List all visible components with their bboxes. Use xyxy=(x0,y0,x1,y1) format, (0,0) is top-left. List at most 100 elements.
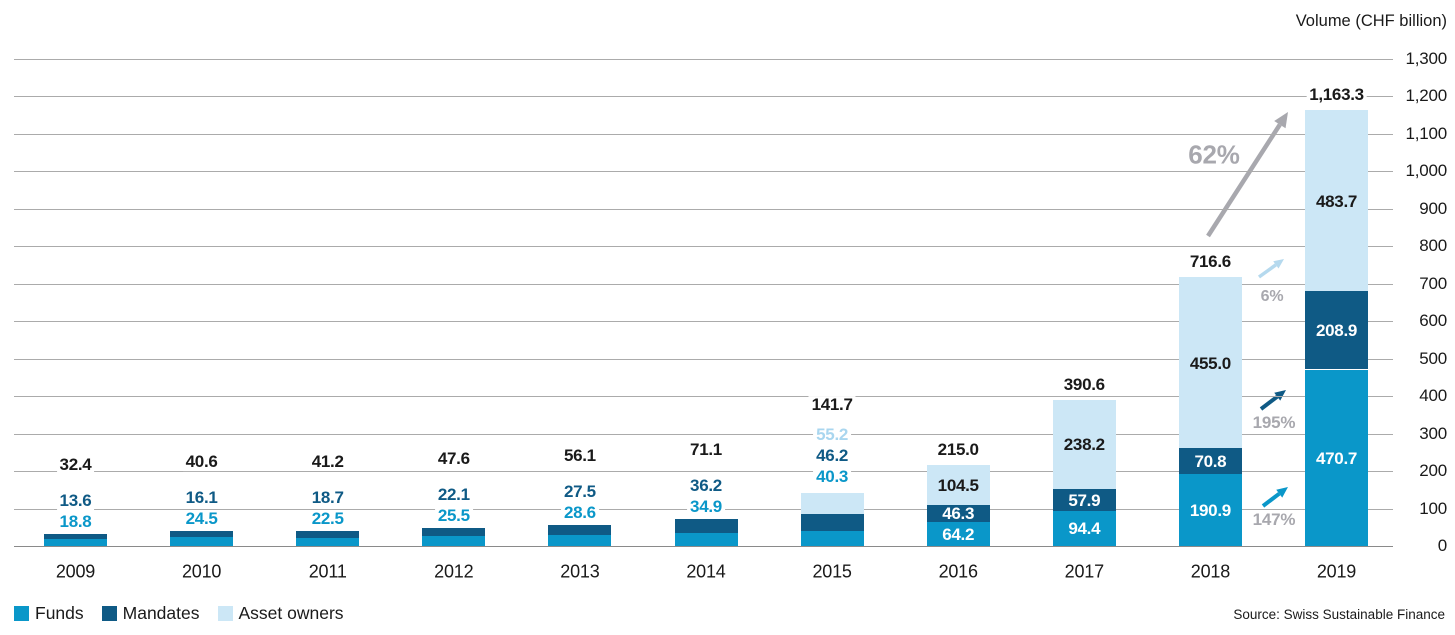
bar-segment-asset_owners-2015 xyxy=(800,492,864,514)
x-axis-label-2017: 2017 xyxy=(1064,561,1104,582)
gridline xyxy=(14,433,1393,435)
x-axis-label-2015: 2015 xyxy=(812,561,852,582)
growth-percent-label-6%: 6% xyxy=(1260,288,1284,305)
legend-item-mandates: Mandates xyxy=(101,603,200,624)
value-label-asset_owners-2019: 483.7 xyxy=(1315,191,1358,211)
growth-percent-label-147%: 147% xyxy=(1252,510,1296,529)
value-label-funds-2009: 18.8 xyxy=(56,513,95,531)
y-axis-tick-label: 300 xyxy=(1419,423,1447,443)
y-axis-tick-label: 200 xyxy=(1419,461,1447,480)
x-axis-label-2009: 2009 xyxy=(55,561,96,582)
gridline xyxy=(14,321,1393,322)
value-label-funds-2010: 24.5 xyxy=(182,510,221,528)
value-label-mandates-2016: 46.3 xyxy=(942,504,975,524)
total-label-2016: 215.0 xyxy=(934,441,982,460)
value-label-mandates-2018: 70.8 xyxy=(1194,452,1227,472)
bar-segment-mandates-2019 xyxy=(1305,291,1368,370)
gridline xyxy=(14,283,1393,285)
total-label-2013: 56.1 xyxy=(560,447,599,465)
bar-segment-funds-2013 xyxy=(548,535,612,546)
total-label-2019: 1,163.3 xyxy=(1306,86,1367,104)
growth-percent-label-195%: 195% xyxy=(1252,413,1296,432)
y-axis-tick-label: 1,200 xyxy=(1405,86,1447,105)
total-label-2017: 390.6 xyxy=(1060,375,1108,394)
y-axis-tick-label: 500 xyxy=(1419,348,1447,368)
x-axis-label-2016: 2016 xyxy=(938,561,978,582)
value-label-mandates-2012: 22.1 xyxy=(434,486,473,505)
x-axis-label-2011: 2011 xyxy=(308,561,347,582)
bar-segment-funds-2011 xyxy=(296,537,360,546)
legend-swatch-mandates xyxy=(101,606,117,621)
bar-segment-funds-2009 xyxy=(44,539,107,547)
x-axis-label-2018: 2018 xyxy=(1190,561,1231,582)
source-note: Source: Swiss Sustainable Finance xyxy=(1233,607,1445,622)
total-label-2010: 40.6 xyxy=(182,453,221,471)
growth-arrowhead xyxy=(1276,487,1288,498)
value-label-mandates-2009: 13.6 xyxy=(56,492,95,510)
total-label-2015: 141.7 xyxy=(808,396,856,414)
y-axis-tick-label: 0 xyxy=(1437,536,1447,555)
value-label-funds-2014: 34.9 xyxy=(687,498,725,517)
bar-segment-funds-2018 xyxy=(1178,474,1242,546)
growth-arrowhead xyxy=(1273,259,1284,269)
bar-segment-asset_owners-2018 xyxy=(1178,277,1242,448)
bar-segment-mandates-2013 xyxy=(548,525,612,536)
growth-arrow-6% xyxy=(1257,263,1277,279)
total-label-2012: 47.6 xyxy=(434,450,473,469)
y-axis-tick-label: 1,300 xyxy=(1405,48,1447,68)
value-label-asset_owners-2018: 455.0 xyxy=(1189,353,1231,373)
gridline xyxy=(14,246,1393,247)
bar-segment-funds-2019 xyxy=(1305,369,1368,546)
total-label-2009: 32.4 xyxy=(56,456,95,474)
x-axis-label-2013: 2013 xyxy=(560,561,600,582)
growth-percent-label-62%: 62% xyxy=(1188,139,1240,170)
x-axis-label-2014: 2014 xyxy=(686,561,726,582)
bar-segment-funds-2015 xyxy=(800,530,864,546)
value-label-mandates-2013: 27.5 xyxy=(560,483,599,501)
bar-segment-mandates-2014 xyxy=(674,519,738,533)
value-label-funds-2019: 470.7 xyxy=(1315,448,1358,468)
value-label-mandates-2019: 208.9 xyxy=(1315,321,1358,341)
legend-label: Mandates xyxy=(122,603,200,623)
bar-segment-mandates-2012 xyxy=(422,528,486,537)
bar-segment-asset_owners-2019 xyxy=(1305,109,1368,292)
value-label-mandates-2010: 16.1 xyxy=(182,489,221,507)
bar-segment-funds-2017 xyxy=(1052,510,1116,546)
bar-segment-mandates-2009 xyxy=(44,533,107,539)
value-label-asset_owners-2015: 55.2 xyxy=(813,426,852,444)
legend: Funds Mandates Asset owners xyxy=(14,603,362,624)
x-axis-label-2019: 2019 xyxy=(1316,561,1357,582)
bar-segment-asset_owners-2017 xyxy=(1052,399,1116,489)
bar-segment-mandates-2011 xyxy=(296,530,360,538)
value-label-mandates-2011: 18.7 xyxy=(308,488,347,507)
bar-segment-mandates-2015 xyxy=(800,513,864,531)
gridline xyxy=(14,471,1393,472)
growth-arrow-195% xyxy=(1259,395,1279,411)
y-axis-tick-label: 1,000 xyxy=(1405,161,1447,180)
legend-item-asset_owners: Asset owners xyxy=(217,603,344,624)
value-label-funds-2015: 40.3 xyxy=(813,468,852,486)
y-axis-tick-label: 400 xyxy=(1419,386,1447,405)
bar-segment-mandates-2017 xyxy=(1052,488,1116,511)
y-axis-tick-label: 700 xyxy=(1419,273,1447,293)
bar-segment-mandates-2016 xyxy=(926,504,990,522)
growth-arrow-147% xyxy=(1261,492,1281,508)
gridline xyxy=(14,208,1393,210)
x-axis-label-2012: 2012 xyxy=(434,561,474,582)
y-axis-title: Volume (CHF billion) xyxy=(1295,12,1447,30)
bar-segment-funds-2012 xyxy=(422,536,486,546)
value-label-asset_owners-2016: 104.5 xyxy=(937,476,979,496)
gridline xyxy=(14,171,1393,172)
bar-segment-asset_owners-2016 xyxy=(926,465,990,505)
gridline xyxy=(14,133,1393,135)
y-axis-tick-label: 600 xyxy=(1419,311,1447,330)
gridline xyxy=(14,546,1393,547)
legend-swatch-asset_owners xyxy=(217,606,233,621)
value-label-funds-2013: 28.6 xyxy=(560,504,599,522)
y-axis-tick-label: 900 xyxy=(1419,198,1447,218)
value-label-funds-2016: 64.2 xyxy=(942,525,975,545)
value-label-mandates-2014: 36.2 xyxy=(687,477,725,496)
value-label-funds-2017: 94.4 xyxy=(1068,519,1101,539)
value-label-asset_owners-2017: 238.2 xyxy=(1063,435,1105,455)
